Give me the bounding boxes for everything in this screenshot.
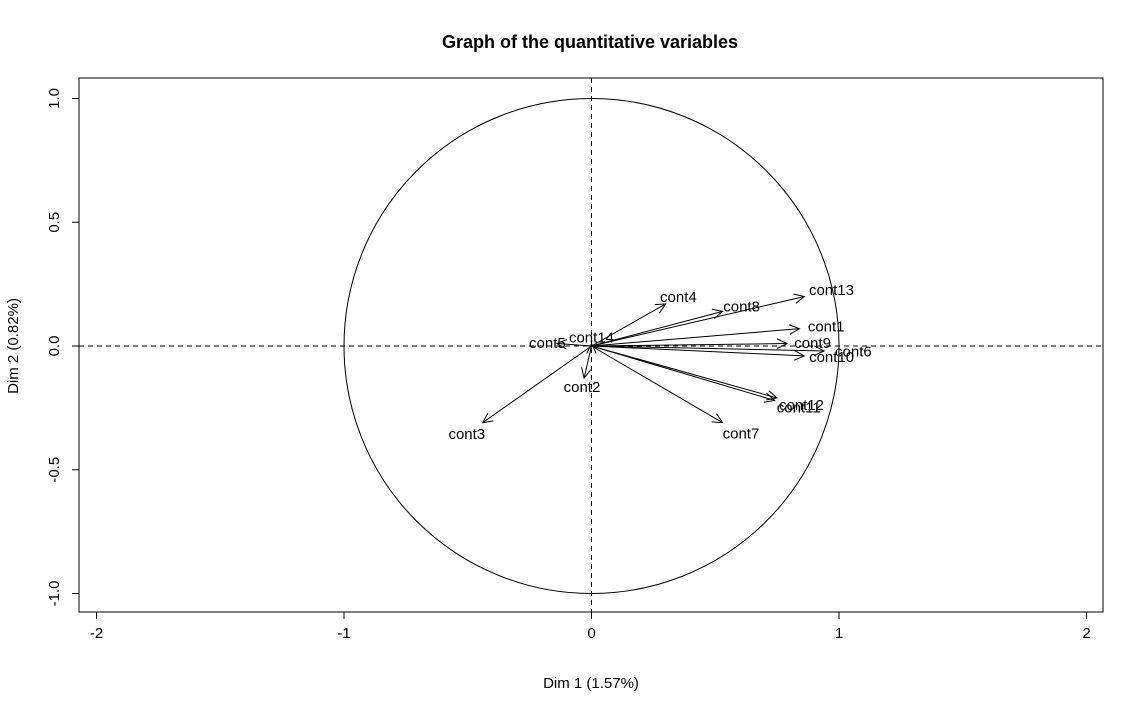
arrow-head <box>813 345 826 356</box>
variable-arrow-cont6: cont6 <box>591 344 872 361</box>
variable-arrow-cont8: cont8 <box>591 298 760 347</box>
arrow-shaft <box>591 310 723 347</box>
y-axis-label: Dim 2 (0.82%) <box>5 298 22 394</box>
variable-label: cont6 <box>835 344 872 361</box>
variable-label: cont9 <box>794 335 831 352</box>
plot-area: cont1 cont2 cont3 cont4 cont5 cont6 cont7 cont8… <box>79 78 1103 612</box>
variable-arrow-cont1: cont1 <box>591 318 845 347</box>
arrow-head <box>581 367 592 380</box>
variable-arrow-cont9: cont9 <box>591 335 831 352</box>
variable-arrow-cont14: cont14 <box>569 329 614 354</box>
y-axis: -1.0 -0.5 0.0 0.5 1.0 <box>46 88 80 607</box>
arrow-head <box>654 303 667 314</box>
variable-label: cont12 <box>779 397 824 414</box>
variable-arrow-cont2: cont2 <box>564 345 601 396</box>
arrow-shaft <box>591 345 723 424</box>
arrow-head <box>776 338 789 349</box>
arrow-shaft <box>591 345 775 401</box>
arrow-shaft <box>591 345 825 352</box>
y-tick-label: 1.0 <box>46 88 63 109</box>
x-tick-label: 2 <box>1082 625 1090 642</box>
arrow-head <box>481 412 494 424</box>
y-tick-label: -1.0 <box>46 581 63 607</box>
arrow-head <box>711 413 724 424</box>
arrow-head <box>555 339 568 350</box>
variable-arrow-cont13: cont13 <box>591 282 854 347</box>
x-axis: -2 -1 0 1 2 <box>90 611 1091 642</box>
arrow-head <box>766 390 779 401</box>
x-tick-label: 0 <box>587 625 595 642</box>
variable-label: cont4 <box>660 289 697 306</box>
variable-label: cont10 <box>809 349 854 366</box>
arrow-head <box>793 293 806 304</box>
variable-arrow-cont12: cont12 <box>591 345 824 414</box>
arrow-shaft <box>591 303 666 347</box>
variable-arrow-cont11: cont11 <box>591 345 821 417</box>
variable-label: cont8 <box>723 298 760 315</box>
variable-arrow-cont7: cont7 <box>591 345 760 442</box>
variable-label: cont13 <box>809 282 854 299</box>
x-tick-label: 1 <box>835 625 843 642</box>
x-axis-label: Dim 1 (1.57%) <box>543 675 639 692</box>
arrow-shaft <box>591 345 778 399</box>
arrow-head <box>788 324 801 335</box>
arrow-shaft <box>591 296 805 347</box>
arrow-shaft <box>482 345 592 424</box>
y-tick-label: 0.5 <box>46 212 63 233</box>
arrow-shaft <box>591 343 788 347</box>
variable-arrow-cont5: cont5 <box>529 335 592 352</box>
arrow-head <box>711 308 724 319</box>
arrow-shaft <box>556 343 592 347</box>
variable-label: cont14 <box>569 329 614 346</box>
arrow-head <box>586 342 597 354</box>
x-tick-label: -1 <box>337 625 350 642</box>
variable-label: cont3 <box>448 426 485 443</box>
correlation-circle <box>343 98 840 594</box>
variable-arrow-cont3: cont3 <box>448 345 592 443</box>
variable-label: cont5 <box>529 335 566 352</box>
y-tick-label: 0.0 <box>46 336 63 357</box>
arrow-shaft <box>591 328 800 347</box>
arrow-head <box>794 350 806 361</box>
variable-arrow-cont10: cont10 <box>591 345 854 366</box>
variable-arrow-cont4: cont4 <box>591 289 697 347</box>
y-tick-label: -0.5 <box>46 457 63 483</box>
chart-title: Graph of the quantitative variables <box>442 32 738 52</box>
arrow-shaft <box>591 345 805 357</box>
variable-label: cont2 <box>564 379 601 396</box>
x-tick-label: -2 <box>90 625 103 642</box>
variable-label: cont11 <box>777 400 821 417</box>
variable-label: cont1 <box>808 318 845 335</box>
arrow-shaft <box>583 345 592 379</box>
variable-label: cont7 <box>723 425 760 442</box>
